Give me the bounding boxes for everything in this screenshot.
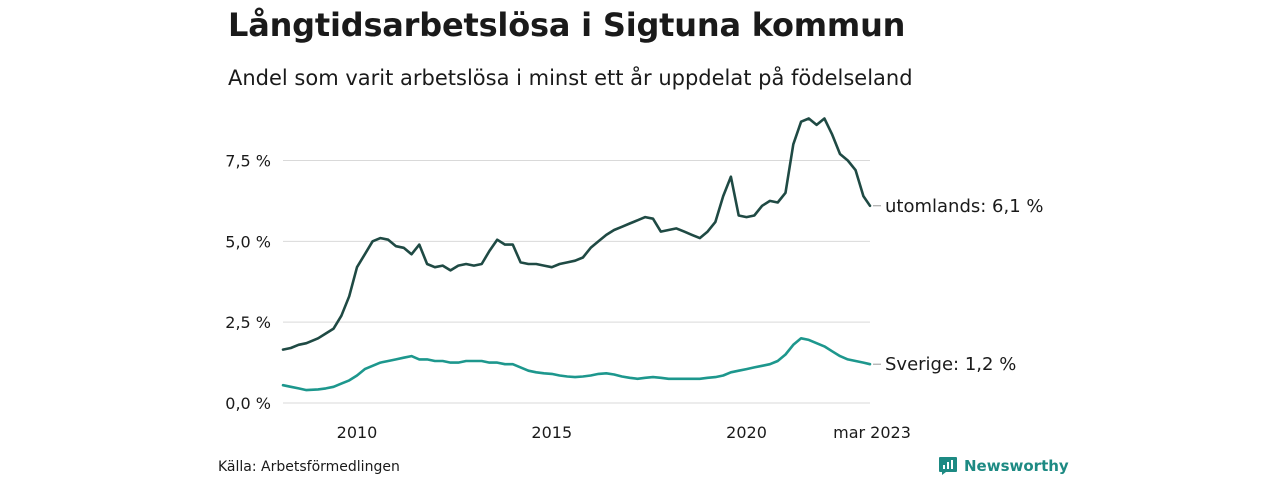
- x-tick-label: 2010: [337, 423, 378, 442]
- series-lines: [281, 117, 872, 392]
- y-tick-label: 7,5 %: [225, 152, 271, 171]
- series-line-sverige: [281, 337, 872, 392]
- x-axis-tick-labels: 2010 2015 2020 mar 2023: [337, 423, 911, 442]
- chart-subtitle: Andel som varit arbetslösa i minst ett å…: [228, 66, 913, 90]
- chart-title: Långtidsarbetslösa i Sigtuna kommun: [228, 6, 906, 44]
- newsworthy-logo[interactable]: Newsworthy: [938, 456, 1069, 476]
- series-end-labels: utomlands: 6,1 % Sverige: 1,2 %: [873, 196, 1044, 375]
- y-tick-label: 2,5 %: [225, 313, 271, 332]
- y-axis-tick-labels: 0,0 % 2,5 % 5,0 % 7,5 %: [225, 152, 271, 414]
- x-tick-label: 2020: [726, 423, 767, 442]
- newsworthy-chart-icon: [939, 457, 957, 475]
- gridlines: [283, 160, 870, 404]
- brand-name: Newsworthy: [964, 457, 1069, 475]
- y-tick-label: 5,0 %: [225, 232, 271, 251]
- x-tick-label: mar 2023: [833, 423, 911, 442]
- x-tick-label: 2015: [531, 423, 572, 442]
- end-label-utomlands: utomlands: 6,1 %: [885, 196, 1044, 217]
- y-tick-label: 0,0 %: [225, 394, 271, 413]
- series-line-utomlands: [281, 117, 872, 351]
- end-label-sverige: Sverige: 1,2 %: [885, 354, 1016, 375]
- source-note: Källa: Arbetsförmedlingen: [218, 459, 400, 475]
